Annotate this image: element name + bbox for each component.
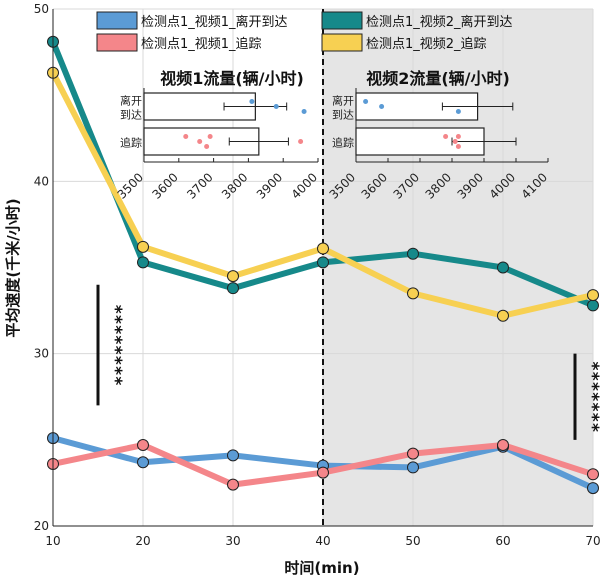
inset-title-2: 视频2流量(辆/小时): [366, 69, 510, 88]
inset-point: [379, 104, 385, 109]
series-3-point: [317, 256, 329, 269]
legend-label-4: 检测点1_视频2_追踪: [366, 36, 487, 52]
series-1-point: [137, 456, 149, 469]
legend-swatch-1: [96, 11, 138, 30]
legend-swatch-2: [96, 33, 138, 52]
legend-swatch-4: [321, 33, 363, 52]
series-3-point: [227, 282, 239, 295]
inset-category-label: 到达: [120, 109, 142, 122]
inset-title-1: 视频1流量(辆/小时): [160, 69, 304, 88]
series-1-point: [587, 482, 599, 495]
series-3-point: [497, 261, 509, 274]
series-2-point: [497, 439, 509, 452]
inset-category-label: 离开: [120, 94, 142, 108]
series-4-point: [407, 287, 419, 300]
series-2-point: [587, 468, 599, 481]
series-3-point: [137, 256, 149, 269]
series-4-point: [227, 270, 239, 283]
inset-category-label: 追踪: [332, 136, 354, 150]
legend-label-2: 检测点1_视频1_追踪: [141, 36, 262, 52]
series-2-point: [137, 439, 149, 452]
inset-category-label: 到达: [332, 109, 354, 122]
x-tick-label: 20: [135, 534, 150, 548]
legend-swatch-3: [321, 11, 363, 30]
series-4-point: [317, 242, 329, 255]
series-3-point: [587, 299, 599, 312]
inset-point: [249, 99, 255, 104]
significance-stars-1: ********: [105, 304, 125, 386]
significance-stars-2: *******: [582, 361, 600, 433]
series-2-point: [317, 466, 329, 479]
inset-point: [298, 139, 304, 144]
inset-category-label: 离开: [332, 94, 354, 108]
inset-point: [197, 139, 203, 144]
x-tick-label: 30: [225, 534, 240, 548]
inset-point: [455, 144, 461, 149]
inset-point: [455, 109, 461, 114]
inset-point: [443, 134, 449, 139]
inset-point: [363, 99, 369, 104]
inset-point: [455, 134, 461, 139]
y-tick-label: 30: [34, 347, 49, 361]
series-4-point: [137, 240, 149, 253]
x-tick-label: 60: [495, 534, 510, 548]
series-2-point: [227, 478, 239, 491]
y-tick-label: 20: [34, 519, 49, 533]
x-tick-label: 10: [45, 534, 60, 548]
inset-point: [183, 134, 189, 139]
y-tick-label: 40: [34, 174, 49, 188]
series-1-point: [227, 449, 239, 462]
inset-point: [207, 134, 213, 139]
x-axis-title: 时间(min): [284, 559, 359, 577]
series-3-point: [407, 247, 419, 260]
inset-category-label: 追踪: [120, 136, 142, 150]
series-4-point: [497, 309, 509, 322]
y-axis-title: 平均速度(千米/小时): [4, 198, 22, 337]
inset-point: [301, 109, 307, 114]
inset-point: [452, 139, 458, 144]
x-tick-label: 40: [315, 534, 330, 548]
series-1-point: [407, 461, 419, 474]
legend-label-1: 检测点1_视频1_离开到达: [141, 14, 288, 30]
x-tick-label: 70: [585, 534, 600, 548]
inset-point: [204, 144, 210, 149]
series-2-point: [407, 447, 419, 460]
legend-label-3: 检测点1_视频2_离开到达: [366, 14, 513, 30]
series-4-point: [587, 289, 599, 302]
x-tick-label: 50: [405, 534, 420, 548]
inset-point: [273, 104, 279, 109]
y-tick-label: 50: [34, 2, 49, 16]
